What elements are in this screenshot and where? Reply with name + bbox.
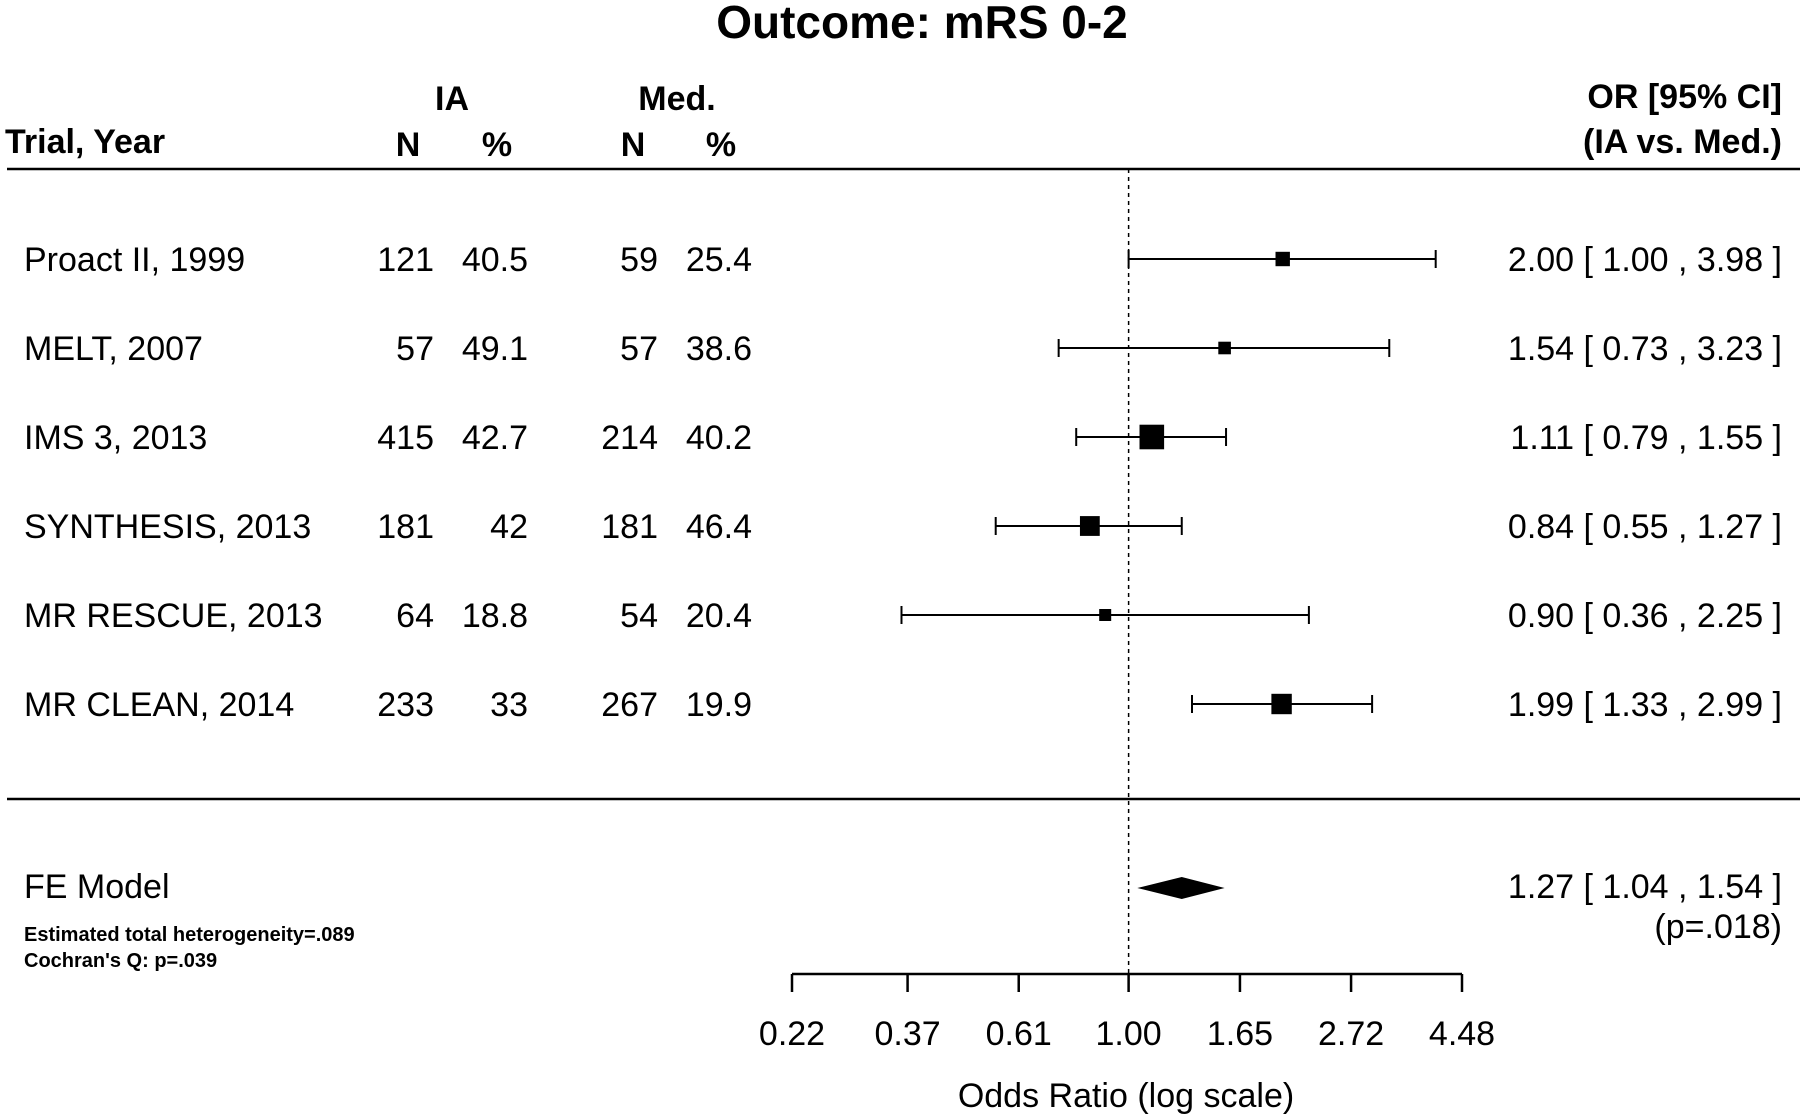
ia-n-value: 233 — [377, 686, 434, 724]
header-or: OR [95% CI] — [1587, 78, 1782, 116]
point-estimate — [1099, 609, 1112, 621]
ia-pct-value: 18.8 — [462, 597, 528, 635]
ci-text: 2.00 [ 1.00 , 3.98 ] — [1508, 241, 1782, 279]
x-tick-label: 0.61 — [986, 1015, 1052, 1053]
point-estimate — [1275, 251, 1290, 267]
study-row: MR RESCUE, 2013 64 18.8 54 20.4 0.90 [ 0.36 ,… — [24, 597, 1782, 635]
med-n-value: 59 — [620, 241, 658, 279]
ci-text: 1.54 [ 0.73 , 3.23 ] — [1508, 330, 1782, 368]
study-label: IMS 3, 2013 — [24, 419, 207, 457]
study-label: MR RESCUE, 2013 — [24, 597, 323, 635]
header-med: Med. — [638, 80, 715, 118]
study-row: SYNTHESIS, 2013 181 42 181 46.4 0.84 [ 0.55 ,… — [24, 508, 1782, 546]
study-row: MR CLEAN, 2014 233 33 267 19.9 1.99 [ 1.33 , … — [24, 686, 1782, 724]
ia-n-value: 181 — [377, 508, 434, 546]
header-trial: Trial, Year — [5, 123, 165, 161]
point-estimate — [1218, 341, 1231, 355]
ia-n-value: 415 — [377, 419, 434, 457]
med-n-value: 54 — [620, 597, 658, 635]
summary-ci-text: 1.27 [ 1.04 , 1.54 ] — [1508, 868, 1782, 906]
med-n-value: 57 — [620, 330, 658, 368]
med-pct-value: 25.4 — [686, 241, 752, 279]
x-tick-label: 0.37 — [874, 1015, 940, 1053]
study-row: MELT, 2007 57 49.1 57 38.6 1.54 [ 0.73 , 3.23… — [24, 330, 1782, 368]
study-label: MR CLEAN, 2014 — [24, 686, 294, 724]
med-pct-value: 19.9 — [686, 686, 752, 724]
study-row: Proact II, 1999 121 40.5 59 25.4 2.00 [ 1.00 … — [24, 241, 1782, 279]
point-estimate — [1271, 693, 1292, 715]
ia-n-value: 64 — [396, 597, 434, 635]
med-n-value: 181 — [601, 508, 658, 546]
med-pct-value: 20.4 — [686, 597, 752, 635]
header-ia: IA — [435, 80, 469, 118]
study-label: SYNTHESIS, 2013 — [24, 508, 311, 546]
ci-text: 0.90 [ 0.36 , 2.25 ] — [1508, 597, 1782, 635]
study-label: Proact II, 1999 — [24, 241, 245, 279]
x-tick-label: 1.00 — [1096, 1015, 1162, 1053]
x-tick-label: 2.72 — [1318, 1015, 1384, 1053]
x-tick-label: 0.22 — [759, 1015, 825, 1053]
header-med-n: N — [621, 126, 646, 164]
x-tick-label: 4.48 — [1429, 1015, 1495, 1053]
cochran-q-note: Cochran's Q: p=.039 — [24, 950, 217, 972]
header-ia-n: N — [396, 126, 421, 164]
med-pct-value: 38.6 — [686, 330, 752, 368]
ci-text: 1.99 [ 1.33 , 2.99 ] — [1508, 686, 1782, 724]
ia-pct-value: 33 — [490, 686, 528, 724]
med-pct-value: 46.4 — [686, 508, 752, 546]
header-med-pct: % — [706, 126, 736, 164]
header-ia-pct: % — [482, 126, 512, 164]
ci-text: 1.11 [ 0.79 , 1.55 ] — [1510, 419, 1782, 457]
header-or-sub: (IA vs. Med.) — [1583, 123, 1782, 161]
summary-diamond — [1137, 877, 1225, 899]
summary-label: FE Model — [24, 868, 170, 906]
ia-pct-value: 42.7 — [462, 419, 528, 457]
chart-title: Outcome: mRS 0-2 — [716, 0, 1128, 48]
heterogeneity-note: Estimated total heterogeneity=.089 — [24, 924, 355, 946]
ci-text: 0.84 [ 0.55 , 1.27 ] — [1508, 508, 1782, 546]
ia-pct-value: 49.1 — [462, 330, 528, 368]
point-estimate — [1079, 516, 1100, 536]
summary-p-text: (p=.018) — [1654, 908, 1782, 946]
med-n-value: 267 — [601, 686, 658, 724]
ia-pct-value: 42 — [490, 508, 528, 546]
ia-n-value: 121 — [377, 241, 434, 279]
ia-pct-value: 40.5 — [462, 241, 528, 279]
x-axis-label: Odds Ratio (log scale) — [958, 1077, 1294, 1115]
x-tick-label: 1.65 — [1207, 1015, 1273, 1053]
point-estimate — [1139, 424, 1165, 450]
med-n-value: 214 — [601, 419, 658, 457]
study-label: MELT, 2007 — [24, 330, 203, 368]
study-row: IMS 3, 2013 415 42.7 214 40.2 1.11 [ 0.79 , 1… — [24, 419, 1782, 457]
med-pct-value: 40.2 — [686, 419, 752, 457]
ia-n-value: 57 — [396, 330, 434, 368]
